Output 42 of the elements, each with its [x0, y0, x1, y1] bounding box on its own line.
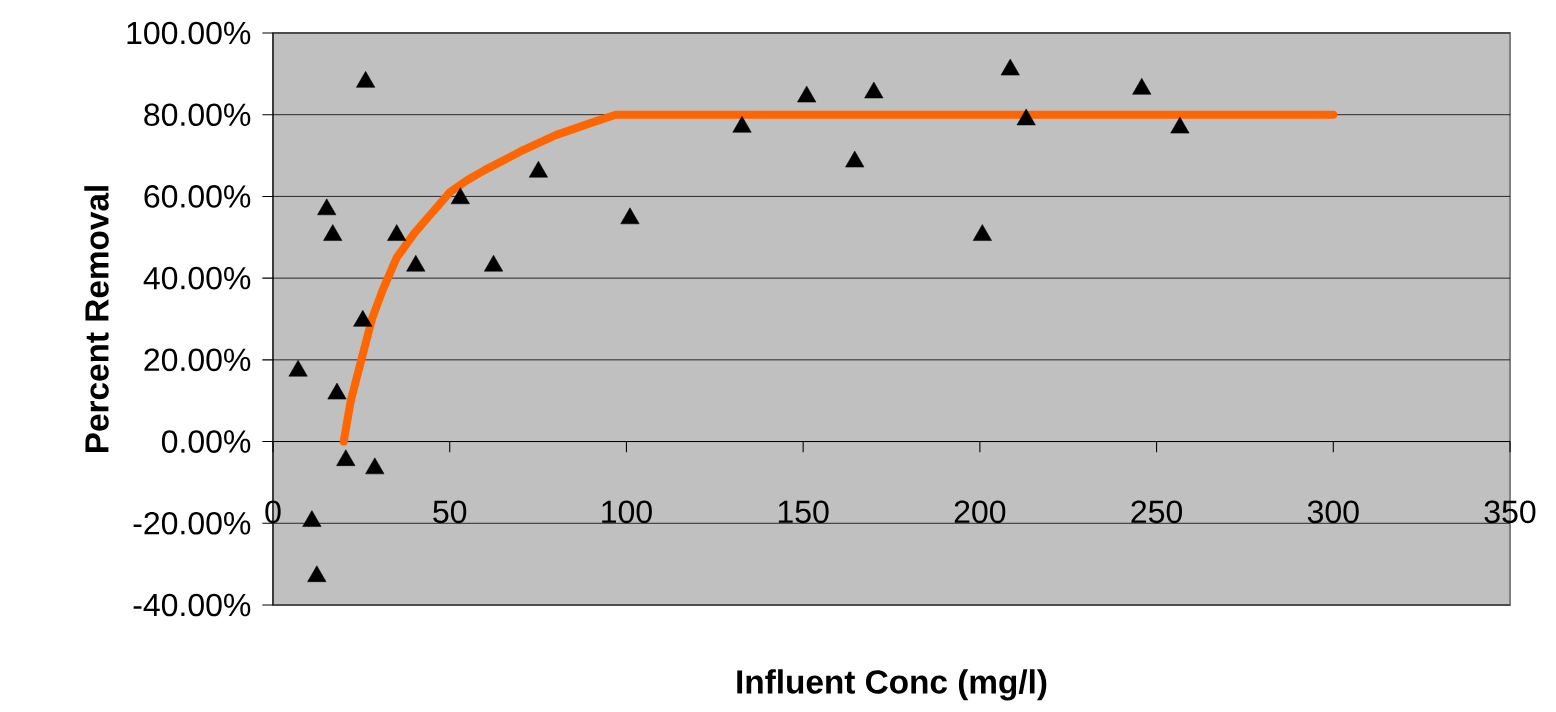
x-axis-title: Influent Conc (mg/l) [737, 669, 1047, 701]
point [732, 116, 752, 133]
point [323, 224, 343, 241]
point [307, 565, 327, 582]
y-tick-label: 100.00% [127, 21, 251, 45]
point [845, 150, 865, 168]
y-tick-label: 0.00% [161, 430, 251, 453]
point [484, 254, 504, 272]
point [353, 310, 373, 327]
y-tick-label: 80.00% [144, 103, 251, 127]
point [288, 359, 308, 377]
point [797, 85, 817, 103]
y-tick-label: 40.00% [143, 266, 251, 290]
point [356, 71, 376, 88]
point [1016, 108, 1036, 126]
point [1170, 116, 1190, 134]
point [620, 207, 640, 225]
x-tick-label: 250 [1131, 500, 1183, 524]
point [450, 187, 470, 205]
y-tick-label: -20.00% [133, 511, 251, 535]
y-tick-label: 20.00% [144, 348, 251, 372]
y-tick-label: 60.00% [144, 185, 251, 208]
point [327, 382, 347, 400]
point [317, 198, 337, 216]
point [336, 449, 356, 466]
point [864, 81, 884, 99]
x-tick-label: 350 [1484, 500, 1536, 524]
point [406, 254, 426, 272]
point [387, 224, 407, 241]
x-tick-label: 100 [602, 500, 652, 524]
x-tick-label: 300 [1307, 500, 1359, 524]
point [1000, 58, 1020, 76]
x-tick-label: 200 [954, 500, 1006, 524]
y-axis-title: Percent Removal [84, 186, 109, 452]
y-tick-label: -40.00% [133, 593, 251, 617]
x-tick-label: 150 [778, 500, 829, 524]
point [528, 160, 548, 178]
x-tick-label: 50 [433, 500, 467, 524]
point [302, 510, 322, 527]
point [365, 457, 385, 475]
point [1132, 78, 1152, 95]
point [972, 224, 992, 241]
